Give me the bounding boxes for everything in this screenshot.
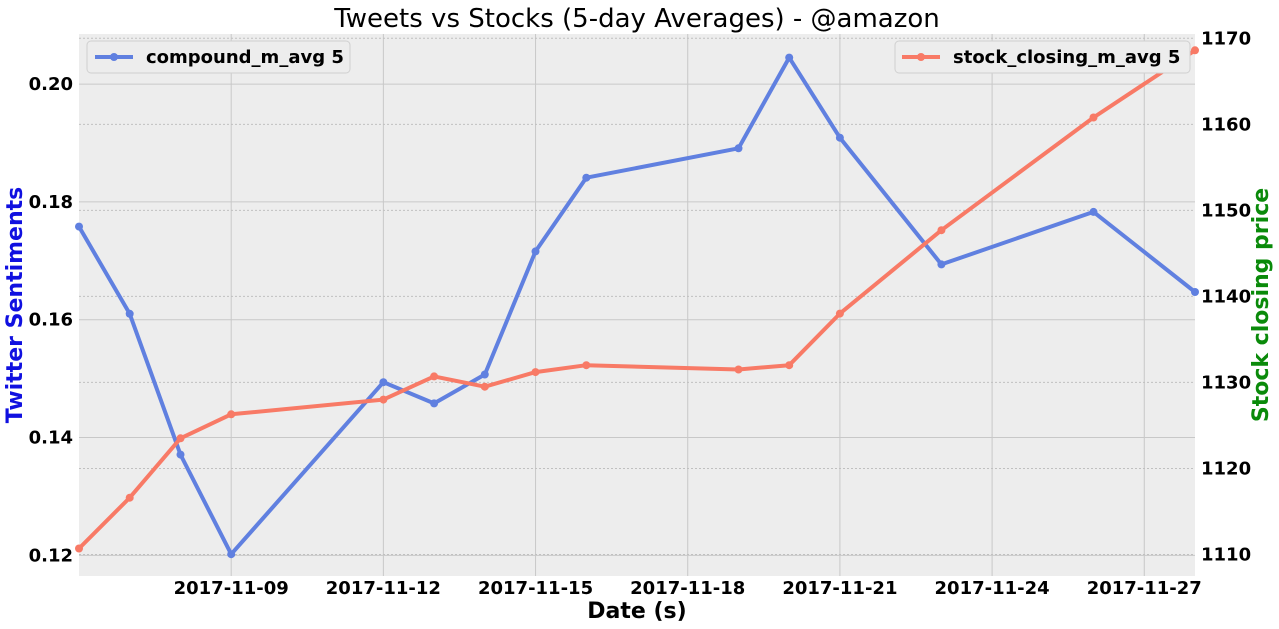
series-0-point — [937, 260, 946, 269]
x-axis-label: Date (s) — [587, 599, 686, 624]
series-1-point — [176, 434, 185, 443]
legend-right: stock_closing_m_avg 5 — [894, 40, 1191, 74]
series-1-point — [379, 395, 388, 404]
chart-title: Tweets vs Stocks (5-day Averages) - @ama… — [333, 4, 940, 34]
legend-right-box — [894, 40, 1191, 74]
y-tick-label: 0.12 — [29, 545, 73, 566]
y2-tick-label: 1140 — [1201, 286, 1251, 307]
x-tick-label: 2017-11-21 — [782, 578, 897, 599]
plot-background — [79, 34, 1195, 576]
y-tick-label: 0.16 — [29, 310, 73, 331]
legend-left: compound_m_avg 5 — [86, 40, 351, 74]
y2-tick-label: 1130 — [1201, 372, 1251, 393]
series-0-point — [1191, 288, 1199, 296]
legend-right-label: stock_closing_m_avg 5 — [953, 47, 1180, 68]
series-0-point — [1089, 207, 1098, 216]
series-0-point — [531, 247, 540, 256]
series-1-point — [227, 410, 236, 419]
legend-left-label: compound_m_avg 5 — [146, 47, 344, 68]
grid-lines — [79, 34, 1195, 576]
series-0-point — [227, 550, 236, 559]
series-0-point — [785, 53, 794, 62]
x-tick-label: 2017-11-15 — [478, 578, 593, 599]
x-tick-label: 2017-11-12 — [326, 578, 441, 599]
series-0-point — [125, 309, 134, 318]
x-tick-label: 2017-11-24 — [935, 578, 1050, 599]
y-axis-label: Twitter Sentiments — [3, 187, 28, 424]
y2-tick-label: 1160 — [1201, 114, 1251, 135]
series-0-point — [835, 133, 844, 142]
series-0-point — [480, 370, 489, 379]
y2-tick-label: 1110 — [1201, 544, 1251, 565]
series-0-point — [75, 222, 83, 231]
series-0-point — [379, 378, 388, 387]
y-tick-label: 0.18 — [29, 192, 73, 213]
tick-labels: 2017-11-09 2017-11-12 2017-11-15 2017-11-18… — [29, 28, 1252, 599]
series-1-point — [734, 365, 743, 374]
y2-tick-label: 1120 — [1201, 458, 1251, 479]
series-1-point — [480, 382, 489, 391]
series-1-point — [531, 368, 540, 377]
series-1-point — [582, 361, 591, 370]
series-1-point — [75, 544, 83, 553]
y-tick-label: 0.14 — [29, 428, 73, 449]
series-1-point — [430, 372, 439, 381]
x-tick-label: 2017-11-09 — [174, 578, 289, 599]
x-tick-label: 2017-11-18 — [630, 578, 745, 599]
x-tick-label: 2017-11-27 — [1087, 578, 1202, 599]
series-1-point — [125, 493, 134, 502]
series-1-point — [1089, 113, 1098, 122]
legend-left-marker — [110, 53, 118, 61]
series-0-point — [176, 450, 185, 459]
legend-left-box — [86, 40, 351, 74]
series-1-point — [785, 361, 794, 370]
y-tick-label: 0.20 — [29, 74, 73, 95]
y2-tick-label: 1170 — [1201, 28, 1251, 49]
series-1-point — [1191, 46, 1199, 55]
series-layer — [75, 46, 1199, 559]
series-1-point — [937, 226, 946, 235]
legend-right-marker — [917, 53, 925, 61]
series-0-point — [734, 144, 743, 153]
y2-axis-label: Stock closing price — [1249, 188, 1274, 422]
series-1-point — [835, 309, 844, 318]
y2-tick-label: 1150 — [1201, 200, 1251, 221]
series-0-point — [430, 399, 439, 408]
series-0-point — [582, 173, 591, 182]
